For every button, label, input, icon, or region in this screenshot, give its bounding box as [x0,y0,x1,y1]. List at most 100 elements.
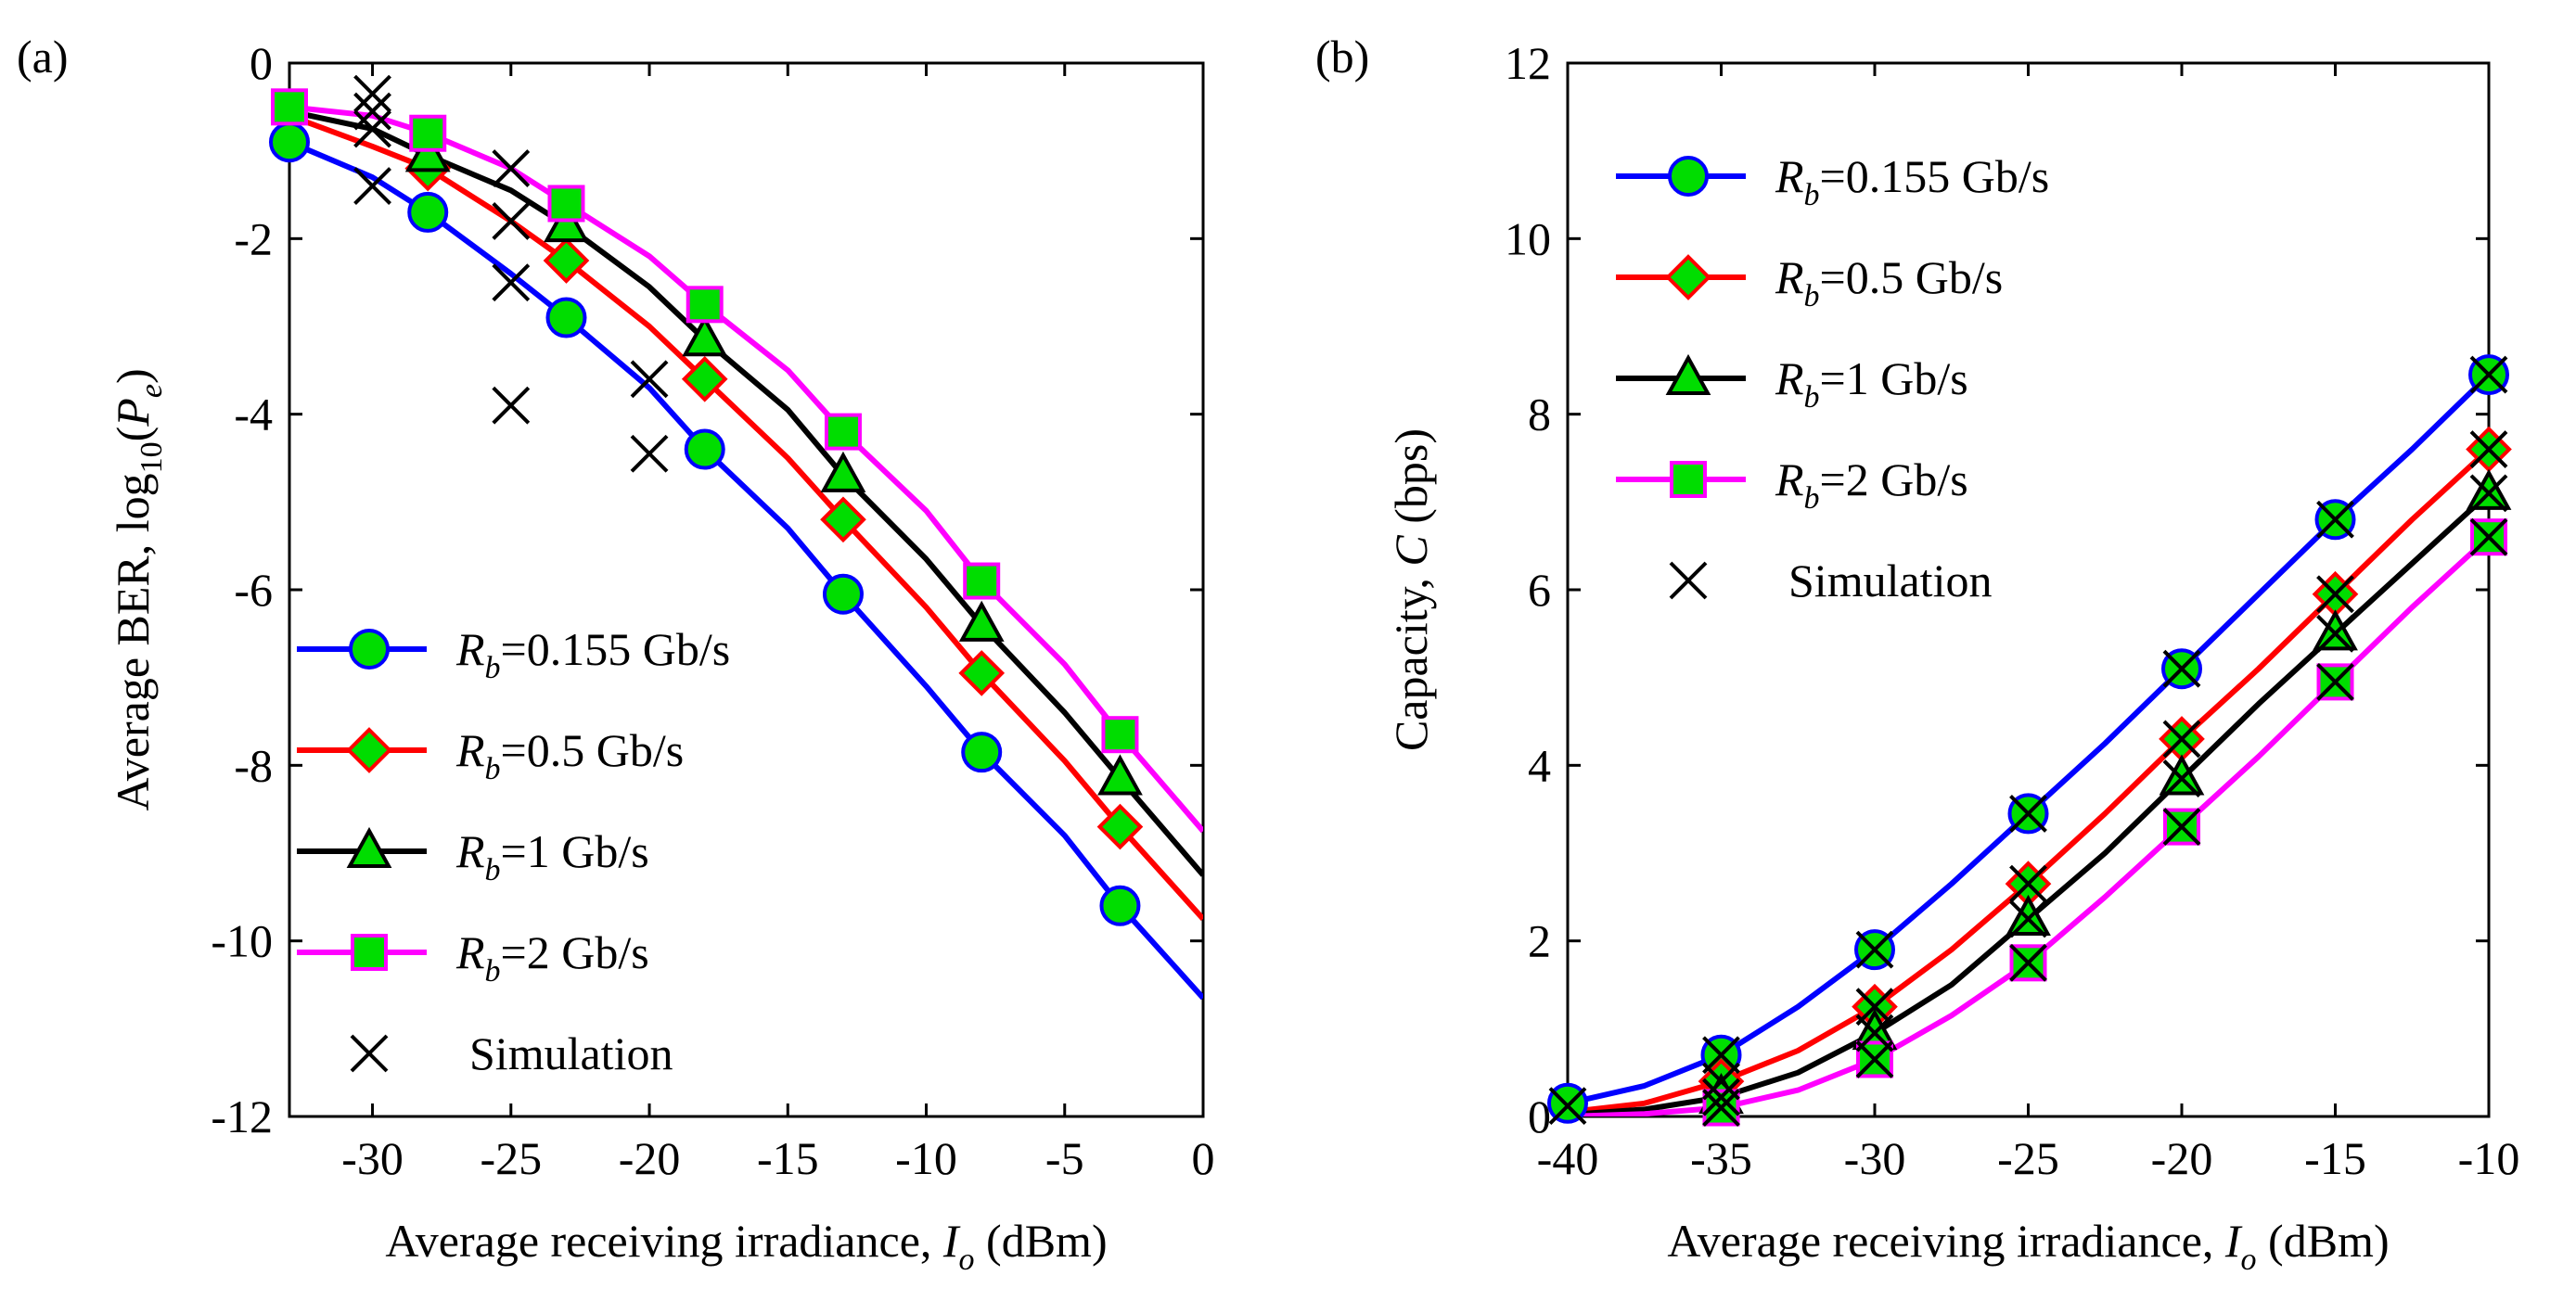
y-axis-label-text: Capacity, [1385,567,1437,751]
simulation-point [2469,474,2508,513]
legend-marker [1665,254,1711,300]
legend-label: Simulation [1788,555,1992,606]
series-1 [1568,447,2489,1116]
legend-marker [1669,561,1708,600]
x-tick-label: 0 [1192,1132,1215,1184]
data-point [2159,754,2205,796]
data-point [1097,754,1143,796]
data-point [963,562,1001,600]
x-axis-label-sub: o [959,1243,975,1277]
legend-label: Rb=0.5 Gb/s [1775,251,2003,313]
legend-marker [1665,353,1711,395]
y-tick-label: -10 [211,915,273,967]
data-point [1547,1082,1588,1124]
data-point [409,114,447,152]
simulation-point [492,201,531,240]
x-axis-label-unit: (dBm) [975,1215,1108,1267]
data-point [958,650,1006,696]
legend-item: Rb=2 Gb/s [297,926,649,989]
simulation-point [2469,355,2508,394]
chart-panel-a: -30 -25 -20 -15 -10 -5 0-12-10-8-6-4-20(a)Aver… [17,31,1215,1277]
y-tick-label: -6 [234,564,273,616]
panel-label: (b) [1315,31,1369,83]
y-tick-label: -12 [211,1091,273,1142]
y-tick-label: -4 [234,389,273,440]
data-point [1101,716,1139,754]
legend-item: Rb=0.155 Gb/s [1616,150,2049,212]
legend-item: Rb=0.155 Gb/s [297,623,730,685]
x-axis-label: Average receiving irradiance, Io (dBm) [1667,1215,2389,1277]
series-1 [289,112,1203,922]
data-point [2313,609,2358,651]
y-tick-label: 10 [1505,212,1551,264]
x-axis-ticks: -30 -25 -20 -15 -10 -5 0 [341,63,1215,1184]
data-point [269,121,310,163]
y-tick-label: 4 [1528,739,1551,791]
legend-label-var: R [455,724,485,776]
legend-label-value: =2 Gb/s [1820,453,1968,505]
legend-label: Rb=2 Gb/s [455,926,649,989]
simulation-point [353,109,391,148]
simulation-point [492,263,531,302]
simulation-point [1702,1062,1740,1101]
simulation-point [2009,794,2047,833]
simulation-point [1855,930,1894,969]
legend-label-value: =1 Gb/s [501,825,649,877]
x-axis-label-text: Average receiving irradiance, [385,1215,943,1267]
x-tick-label: -25 [1997,1132,2059,1184]
y-axis-label-sub: 10 [135,441,169,473]
legend-label: Rb=0.5 Gb/s [455,724,684,786]
x-tick-label: -40 [1537,1132,1599,1184]
legend-item: Rb=0.5 Gb/s [297,724,684,786]
x-tick-label: -20 [2151,1132,2213,1184]
simulation-point [630,434,669,473]
legend-marker [349,629,390,670]
simulation-point [2316,500,2354,539]
legend-label-var: R [1775,352,1804,404]
x-tick-label: -20 [619,1132,681,1184]
x-axis-label-text: Average receiving irradiance, [1667,1215,2225,1267]
simulation-point [353,92,391,131]
legend-label-value: =0.5 Gb/s [1820,251,2004,303]
data-point [407,191,449,233]
legend-item-simulation: Simulation [350,1027,673,1079]
legend-label-value: =0.155 Gb/s [1820,150,2050,202]
x-tick-label: -10 [2458,1132,2520,1184]
simulation-point [2316,614,2354,653]
y-tick-label: 8 [1528,389,1551,440]
legend-marker [1670,461,1707,498]
data-point [545,297,587,338]
data-point [686,286,724,324]
series-markers-3 [271,88,1139,754]
x-tick-label: -30 [1844,1132,1906,1184]
legend-label-sub: b [485,853,501,887]
legend-marker [346,826,392,868]
x-tick-label: -10 [895,1132,957,1184]
x-tick-label: -5 [1045,1132,1084,1184]
legend-label-var: R [1775,150,1804,202]
data-point [271,88,308,126]
x-tick-label: -15 [757,1132,819,1184]
y-tick-label: 0 [1528,1091,1551,1142]
simulation-point [2469,430,2508,468]
simulation-point [492,149,531,188]
simulation-point [2162,759,2201,797]
simulation-point [2162,649,2201,688]
x-axis-label-unit: (dBm) [2257,1215,2390,1267]
legend-label: Rb=0.155 Gb/s [455,623,730,685]
simulation-point [1702,1036,1740,1075]
legend-label-value: =0.5 Gb/s [501,724,685,776]
series-line [289,112,1203,922]
simulation-point [2316,662,2354,701]
legend-item: Rb=1 Gb/s [297,825,649,887]
legend: Rb=0.155 Gb/sRb=0.5 Gb/sRb=1 Gb/sRb=2 Gb… [297,623,730,1079]
legend-label-value: =2 Gb/s [501,926,649,978]
legend-label-var: R [455,623,485,675]
data-point [543,237,590,284]
simulation-points [353,74,669,473]
data-point [820,496,866,543]
simulation-point [2162,808,2201,847]
simulation-point [2162,720,2201,759]
